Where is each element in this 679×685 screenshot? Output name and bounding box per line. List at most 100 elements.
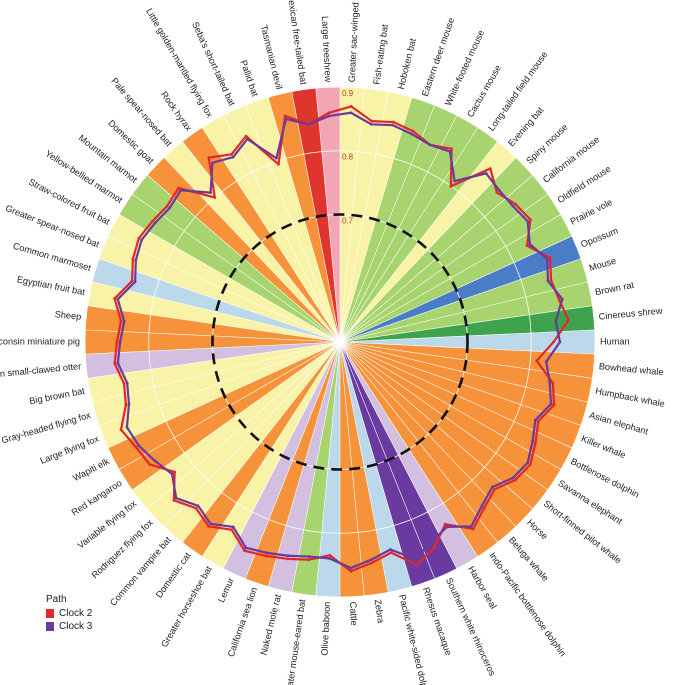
sector-gray-headed-flying-fox bbox=[92, 342, 340, 426]
point-clock-2-14 bbox=[391, 120, 395, 124]
point-clock-3-47 bbox=[286, 554, 290, 558]
point-clock-3-48 bbox=[307, 555, 311, 558]
point-clock-3-60 bbox=[526, 461, 530, 465]
sector-beluga-whale bbox=[340, 342, 516, 543]
point-clock-2-26 bbox=[165, 204, 169, 208]
point-clock-2-37 bbox=[119, 428, 123, 432]
point-clock-2-24 bbox=[213, 196, 217, 199]
point-clock-3-58 bbox=[490, 485, 494, 489]
point-clock-2-50 bbox=[349, 569, 353, 573]
point-clock-3-18 bbox=[307, 122, 311, 126]
point-clock-2-8 bbox=[495, 191, 499, 194]
sector-opossum bbox=[340, 236, 581, 342]
point-clock-2-54 bbox=[432, 546, 436, 550]
tick-label-2: 0.9 bbox=[342, 89, 354, 98]
point-clock-2-62 bbox=[536, 419, 540, 423]
point-clock-3-30 bbox=[133, 280, 137, 284]
point-clock-2-34 bbox=[113, 362, 117, 365]
category-label-little-golden-mantled-flying-fox: Little golden-mantled flying fox bbox=[144, 7, 215, 120]
point-clock-2-49 bbox=[328, 553, 332, 557]
category-label-greater-sac-winged-bat: Greater sac-winged bat bbox=[347, 0, 362, 83]
sector-bands bbox=[85, 86, 595, 597]
point-clock-2-10 bbox=[449, 184, 453, 188]
category-label-sheep: Sheep bbox=[54, 309, 81, 321]
sector-seba-s-short-tailed-bat bbox=[223, 105, 340, 343]
point-clock-3-6 bbox=[526, 219, 530, 223]
point-clock-3-38 bbox=[137, 444, 141, 448]
sector-southern-white-rhinoceros bbox=[340, 342, 457, 579]
point-clock-2-63 bbox=[552, 403, 556, 407]
point-clock-3-32 bbox=[122, 320, 126, 323]
point-clock-3-31 bbox=[116, 297, 120, 301]
point-clock-3-34 bbox=[116, 361, 120, 365]
sector-white-footed-mouse bbox=[340, 105, 457, 343]
sector-common-vampire-bat bbox=[164, 342, 340, 543]
point-clock-3-21 bbox=[245, 137, 249, 141]
point-clock-2-9 bbox=[488, 167, 492, 170]
sector-hoboken-bat bbox=[340, 91, 412, 342]
category-label-rhesus-macaque: Rhesus macaque bbox=[421, 586, 454, 657]
sector-greater-spear-nosed-bat bbox=[99, 236, 341, 342]
legend-title: Path bbox=[46, 594, 67, 605]
point-clock-3-16 bbox=[349, 111, 353, 115]
point-clock-2-53 bbox=[415, 563, 419, 567]
category-label-evening-bat: Evening bat bbox=[506, 105, 546, 149]
point-clock-2-38 bbox=[134, 445, 138, 449]
tick-label-1: 0.8 bbox=[342, 153, 354, 162]
category-label-indo-pacific-bottlenose-dolphin: Indo-Pacific bottlenose dolphin bbox=[487, 551, 568, 659]
category-label-zebra: Zebra bbox=[373, 599, 386, 625]
category-label-egyptian-fruit-bat: Egyptian fruit bat bbox=[16, 274, 86, 297]
category-label-humpback-whale: Humpback whale bbox=[594, 386, 665, 409]
point-clock-2-64 bbox=[551, 381, 555, 385]
legend-entry-clock-2: Clock 2 bbox=[46, 607, 92, 620]
category-label-asian-elephant: Asian elephant bbox=[588, 410, 650, 437]
sector-yellow-bellied-marmot bbox=[119, 194, 340, 342]
point-clock-2-4 bbox=[548, 256, 552, 260]
point-clock-3-0 bbox=[558, 340, 562, 344]
category-label-pallid-bat: Pallid bat bbox=[238, 59, 260, 98]
sector-savanna-elephant bbox=[340, 342, 561, 490]
point-clock-2-31 bbox=[113, 297, 117, 300]
point-clock-3-55 bbox=[445, 525, 449, 529]
sector-oldfield-mouse bbox=[340, 194, 561, 342]
sector-variable-flying-fox bbox=[132, 342, 340, 509]
point-clock-3-4 bbox=[545, 257, 549, 261]
category-label-pacific-white-sided-dolphin: Pacific white-sided dolphin bbox=[397, 593, 432, 685]
point-clock-2-23 bbox=[207, 156, 211, 160]
category-label-greater-mouse-eared-bat: Greater mouse-eared bat bbox=[283, 598, 308, 685]
sector-lemur bbox=[223, 342, 340, 579]
sector-cactus-mouse bbox=[340, 115, 478, 342]
sector-rock-hyrax bbox=[182, 127, 340, 342]
grid-ring-1 bbox=[148, 150, 532, 534]
point-clock-2-0 bbox=[552, 340, 555, 344]
radial-tick-labels: 0.7 0.8 0.9 bbox=[342, 89, 354, 226]
point-clock-3-42 bbox=[196, 504, 200, 508]
point-clock-3-22 bbox=[231, 155, 235, 159]
point-clock-3-23 bbox=[211, 161, 214, 165]
point-clock-3-26 bbox=[168, 206, 172, 210]
point-clock-2-43 bbox=[207, 524, 211, 528]
point-clock-2-35 bbox=[122, 382, 126, 386]
point-clock-2-42 bbox=[194, 506, 198, 510]
point-clock-2-3 bbox=[549, 278, 553, 282]
point-clock-2-1 bbox=[567, 318, 570, 322]
category-label-brown-rat: Brown rat bbox=[594, 280, 635, 297]
point-clock-2-55 bbox=[443, 522, 447, 526]
category-label-wapiti-elk: Wapiti elk bbox=[71, 456, 111, 483]
category-label-mouse: Mouse bbox=[588, 256, 617, 273]
point-clock-3-29 bbox=[134, 258, 138, 262]
point-clock-3-13 bbox=[410, 132, 414, 136]
point-clock-2-40 bbox=[173, 470, 177, 474]
point-clock-3-17 bbox=[327, 114, 331, 118]
sector-indo-pacific-bottlenose-dolphin bbox=[340, 342, 498, 557]
point-clock-3-65 bbox=[544, 360, 548, 364]
legend-entry-clock-3: Clock 3 bbox=[46, 620, 92, 633]
point-clock-2-13 bbox=[411, 129, 415, 133]
point-clock-3-8 bbox=[497, 188, 501, 192]
sector-eastern-deer-mouse bbox=[340, 97, 435, 342]
point-clock-2-28 bbox=[137, 236, 141, 240]
sector-killer-whale bbox=[340, 342, 581, 448]
point-clock-3-7 bbox=[511, 204, 515, 208]
point-clock-3-33 bbox=[118, 340, 122, 344]
